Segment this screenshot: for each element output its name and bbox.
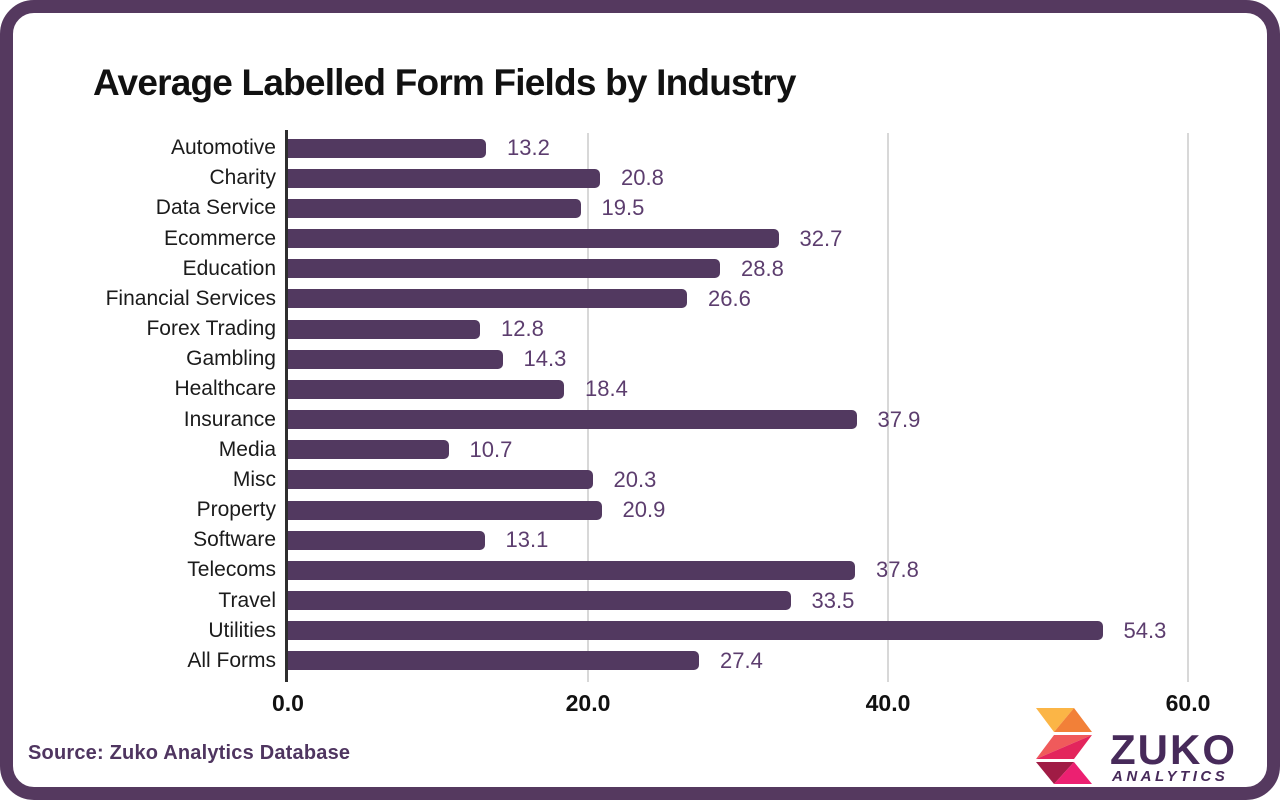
category-label: Utilities (208, 618, 276, 642)
value-label: 12.8 (501, 316, 544, 342)
value-label: 54.3 (1123, 617, 1167, 643)
value-label: 27.4 (720, 647, 763, 673)
bar (288, 560, 855, 580)
bar (288, 591, 791, 611)
bar (288, 530, 485, 550)
value-label: 33.5 (811, 587, 855, 613)
category-label: Property (196, 498, 276, 522)
category-label: Healthcare (174, 377, 276, 401)
category-label: Education (182, 256, 276, 280)
bar (288, 168, 600, 188)
value-label: 10.7 (469, 436, 513, 462)
zuko-z-icon (1036, 708, 1092, 784)
x-tick-label: 40.0 (865, 690, 911, 716)
x-tick-label: 0.0 (272, 690, 304, 716)
gridline (886, 133, 889, 682)
bar (288, 229, 779, 249)
category-label: Charity (209, 166, 276, 190)
category-label: Telecoms (187, 558, 276, 582)
category-label: Software (193, 528, 276, 552)
page-title: Average Labelled Form Fields by Industry (93, 62, 797, 103)
zuko-logo: ZUKO ANALYTICS (1028, 706, 1252, 788)
bar (288, 621, 1103, 641)
category-label: Misc (232, 467, 276, 491)
x-tick-label: 20.0 (565, 690, 611, 716)
logo-brand-text: ZUKO (1110, 726, 1237, 773)
category-label: Data Service (155, 196, 276, 220)
logo-subtitle-text: ANALYTICS (1112, 768, 1229, 785)
value-label: 37.8 (876, 557, 919, 583)
bar (288, 410, 857, 430)
value-label: 13.1 (505, 527, 549, 553)
gridline (1186, 133, 1189, 682)
value-label: 26.6 (708, 285, 751, 311)
value-label: 19.5 (601, 195, 645, 221)
value-label: 20.8 (621, 165, 664, 191)
bar (288, 259, 720, 279)
value-label: 37.9 (877, 406, 921, 432)
category-label: Forex Trading (146, 317, 276, 341)
bar (288, 349, 503, 369)
category-label: Insurance (183, 407, 276, 431)
category-label: Gambling (186, 347, 276, 371)
x-tick-label: 60.0 (1165, 690, 1211, 716)
category-label: All Forms (187, 648, 276, 672)
bar (288, 319, 480, 339)
bar (288, 379, 564, 399)
value-label: 32.7 (799, 225, 843, 251)
value-label: 18.4 (585, 376, 628, 402)
value-label: 13.2 (507, 135, 550, 161)
value-label: 14.3 (523, 346, 567, 372)
y-axis-line (285, 130, 288, 682)
bar (288, 500, 602, 520)
value-label: 20.3 (613, 466, 657, 492)
bar (288, 440, 449, 460)
bar (288, 470, 593, 490)
category-label: Financial Services (105, 286, 276, 310)
category-label: Media (218, 437, 276, 461)
category-label: Travel (218, 588, 276, 612)
category-label: Automotive (170, 136, 276, 160)
bar (288, 289, 687, 309)
bar (288, 651, 699, 671)
gridline (586, 133, 589, 682)
source-text: Source: Zuko Analytics Database (28, 742, 351, 764)
bar (288, 138, 486, 158)
category-label: Ecommerce (163, 226, 276, 250)
value-label: 20.9 (622, 497, 666, 523)
value-label: 28.8 (741, 255, 784, 281)
bar (288, 198, 581, 218)
